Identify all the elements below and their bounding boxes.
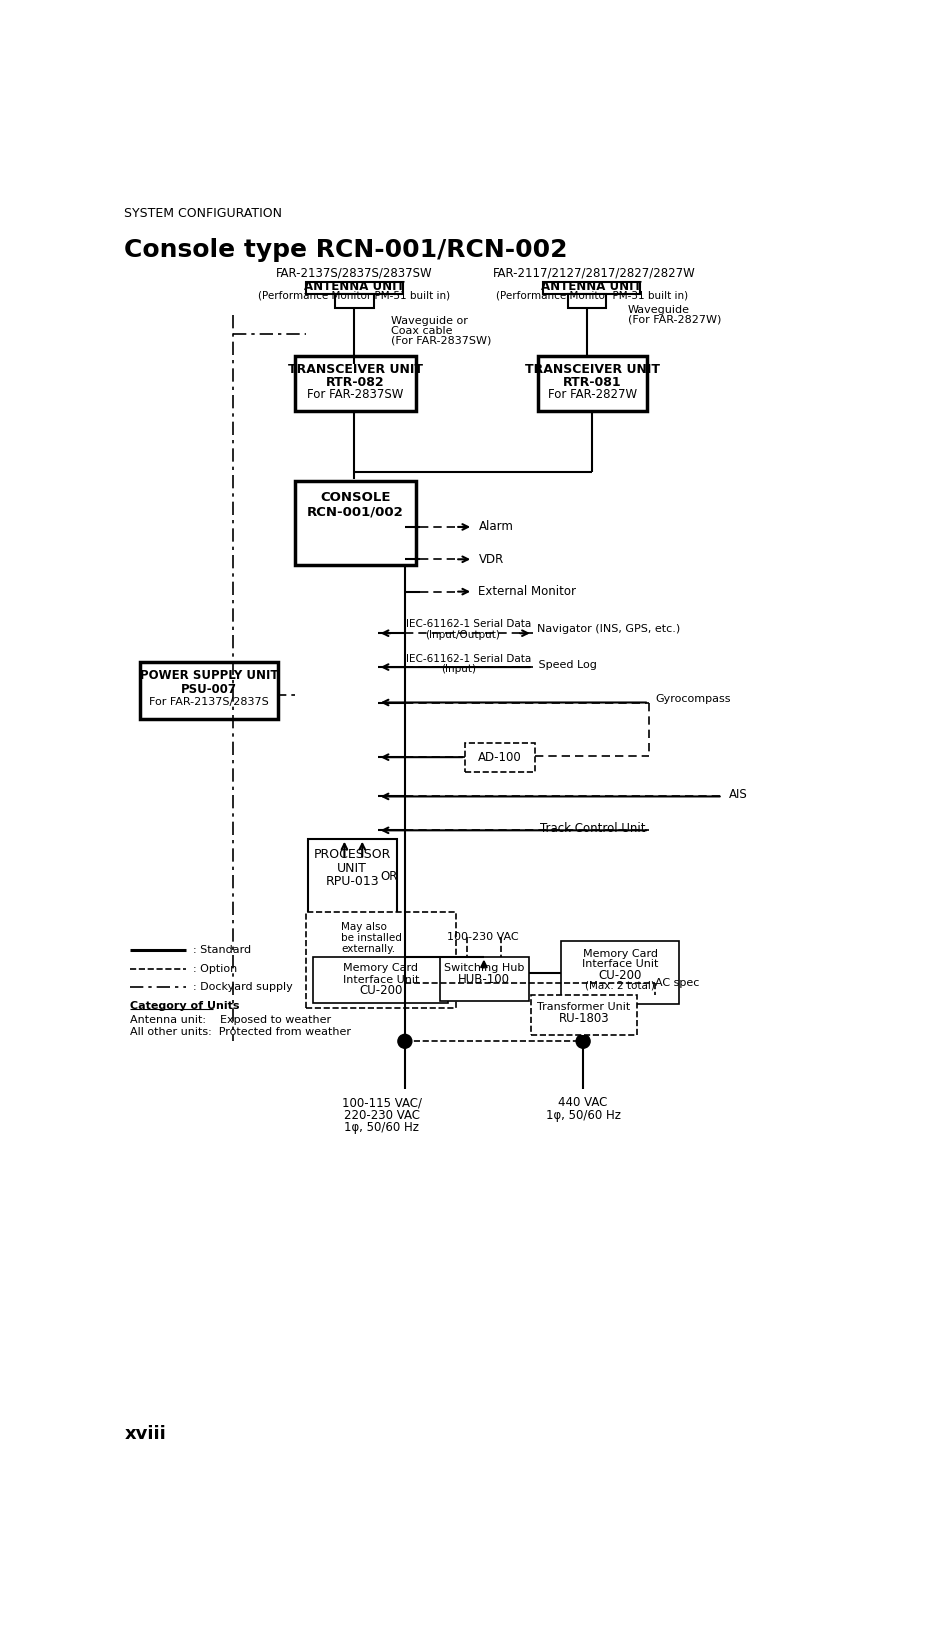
Text: AD-100: AD-100 [478,751,521,764]
Text: Waveguide: Waveguide [628,305,689,315]
Bar [439,956,529,1002]
Text: Category of Units: Category of Units [129,1000,239,1010]
Text: (Input): (Input) [441,664,476,674]
Text: Waveguide or: Waveguide or [391,315,467,325]
Text: FAR-2137S/2837S/2837SW: FAR-2137S/2837S/2837SW [276,266,432,279]
Text: FAR-2117/2127/2817/2827/2827W: FAR-2117/2127/2817/2827/2827W [493,266,696,279]
Text: Switching Hub: Switching Hub [444,963,524,973]
Text: Gyrocompass: Gyrocompass [654,694,730,703]
Text: 100-230 VAC: 100-230 VAC [447,932,517,942]
Text: 100-115 VAC/: 100-115 VAC/ [342,1097,421,1110]
Text: Coax cable: Coax cable [391,326,452,336]
Bar [305,282,403,294]
Bar [308,839,396,914]
Text: (Performance Monitor PM-51 built in): (Performance Monitor PM-51 built in) [258,290,450,300]
Bar [531,996,636,1035]
Text: Console type RCN-001/RCN-002: Console type RCN-001/RCN-002 [125,238,567,263]
Text: IEC-61162-1 Serial Data: IEC-61162-1 Serial Data [405,619,531,628]
Text: RCN-001/002: RCN-001/002 [307,504,403,517]
Bar [542,282,640,294]
Text: ANTENNA UNIT: ANTENNA UNIT [541,281,641,294]
Text: CONSOLE: CONSOLE [320,491,390,504]
Text: Interface Unit: Interface Unit [343,974,418,984]
Text: Interface Unit: Interface Unit [582,960,658,969]
Text: SYSTEM CONFIGURATION: SYSTEM CONFIGURATION [125,207,282,220]
Text: externally.: externally. [341,943,395,953]
Text: Transformer Unit: Transformer Unit [537,1002,630,1012]
Text: (Input/Output): (Input/Output) [425,630,500,640]
Text: UNIT: UNIT [337,862,366,875]
Text: RTR-081: RTR-081 [563,375,621,388]
Text: CU-200: CU-200 [359,984,402,997]
Text: For FAR-2137S/2837S: For FAR-2137S/2837S [149,697,268,708]
Text: TRANSCEIVER UNIT: TRANSCEIVER UNIT [524,364,659,377]
Text: ANTENNA UNIT: ANTENNA UNIT [304,281,404,294]
Text: AC spec: AC spec [654,978,699,987]
Text: TRANSCEIVER UNIT: TRANSCEIVER UNIT [288,364,422,377]
Text: PSU-007: PSU-007 [180,682,237,695]
Bar [140,661,278,720]
Text: (Max. 2 total): (Max. 2 total) [584,981,654,991]
Text: Speed Log: Speed Log [534,659,597,669]
Text: 1φ, 50/60 Hz: 1φ, 50/60 Hz [545,1108,620,1121]
Text: VDR: VDR [478,553,503,566]
Circle shape [397,1035,412,1048]
Text: Antenna unit:    Exposed to weather: Antenna unit: Exposed to weather [129,1015,330,1025]
Bar [464,743,534,772]
Text: 220-230 VAC: 220-230 VAC [344,1108,419,1121]
Text: Alarm: Alarm [478,521,513,534]
Text: HUB-100: HUB-100 [458,973,510,986]
Text: Memory Card: Memory Card [343,963,418,973]
Text: For FAR-2827W: For FAR-2827W [548,388,636,401]
Text: : Dockyard supply: : Dockyard supply [193,982,292,992]
Text: Track Control Unit: Track Control Unit [540,823,646,836]
Text: May also: May also [341,922,387,932]
Text: External Monitor: External Monitor [478,586,576,597]
Text: (Performance Monitor PM-31 built in): (Performance Monitor PM-31 built in) [495,290,687,300]
Text: Memory Card: Memory Card [582,948,657,958]
Text: RPU-013: RPU-013 [325,875,379,888]
Text: POWER SUPPLY UNIT: POWER SUPPLY UNIT [140,669,278,682]
Bar [295,356,415,411]
Text: OR: OR [380,870,397,883]
Text: CU-200: CU-200 [598,968,641,981]
Text: AIS: AIS [728,788,747,801]
Bar [335,294,374,308]
Bar [305,912,456,1009]
Text: be installed: be installed [341,934,402,943]
Bar [561,942,679,1004]
Text: RTR-082: RTR-082 [326,375,384,388]
Text: 1φ, 50/60 Hz: 1φ, 50/60 Hz [344,1121,419,1134]
Text: PROCESSOR: PROCESSOR [313,849,391,862]
Text: Navigator (INS, GPS, etc.): Navigator (INS, GPS, etc.) [536,623,679,633]
Text: RU-1803: RU-1803 [558,1012,609,1025]
Text: IEC-61162-1 Serial Data: IEC-61162-1 Serial Data [405,653,531,664]
Text: All other units:  Protected from weather: All other units: Protected from weather [129,1027,350,1036]
Text: 440 VAC: 440 VAC [558,1097,607,1110]
Bar [537,356,646,411]
Bar [295,481,415,565]
Text: xviii: xviii [125,1425,166,1443]
Text: For FAR-2837SW: For FAR-2837SW [307,388,403,401]
Text: (For FAR-2827W): (For FAR-2827W) [628,315,720,325]
Bar [313,956,447,1002]
Text: (For FAR-2837SW): (For FAR-2837SW) [391,336,491,346]
Circle shape [576,1035,589,1048]
Bar [567,294,606,308]
Text: : Standard: : Standard [193,945,250,955]
Text: : Option: : Option [193,965,237,974]
